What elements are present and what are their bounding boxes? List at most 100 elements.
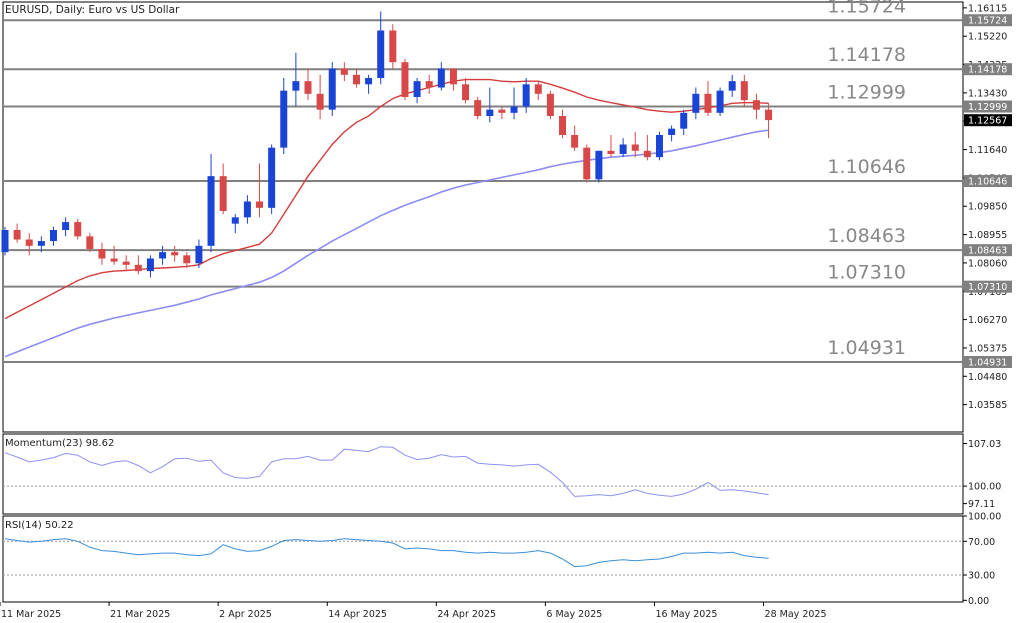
momentum-y-tick-label: 100.00: [968, 482, 1001, 493]
candle-body: [437, 68, 445, 88]
current-price-tag: [964, 114, 1012, 127]
y-tick-label: 1.15220: [968, 32, 1007, 43]
y-tick-label: 1.04480: [968, 372, 1007, 383]
candle-body: [449, 68, 457, 85]
rsi-line: [4, 538, 769, 568]
level-price-tag-label: 1.04931: [968, 357, 1007, 368]
level-label: 1.12999: [827, 82, 906, 104]
level-label: 1.07310: [827, 262, 906, 284]
candle-body: [159, 252, 167, 259]
level-label: 1.14178: [827, 44, 906, 66]
y-tick-label: 1.09850: [968, 202, 1007, 213]
candle-body: [171, 252, 179, 256]
candle-body: [619, 144, 627, 154]
candle-body: [389, 30, 397, 63]
candle-body: [413, 81, 421, 97]
y-tick-label: 1.03585: [968, 400, 1007, 411]
level-label: 1.15724: [827, 0, 906, 17]
horizontal-levels: 1.15724 1.14178 1.12999 1.10646 1.08463 1.073…: [3, 0, 963, 363]
candle-body: [716, 90, 724, 113]
candles: [1, 11, 773, 278]
candle-body: [752, 100, 760, 110]
y-tick-label: 1.05375: [968, 343, 1007, 354]
level-label: 1.08463: [827, 225, 906, 247]
candle-body: [692, 93, 700, 113]
level-price-tag-label: 1.15724: [968, 16, 1007, 27]
candle-body: [365, 77, 373, 85]
y-tick-label: 1.06270: [968, 315, 1007, 326]
level-price-tag-label: 1.08463: [968, 246, 1007, 257]
ma-short-line: [4, 78, 769, 320]
level-price-tag-label: 1.07310: [968, 282, 1007, 293]
candle-body: [462, 84, 470, 101]
y-tick-label: 1.08060: [968, 258, 1007, 269]
candle-body: [25, 239, 33, 246]
candle-body: [146, 258, 154, 272]
candle-body: [668, 128, 676, 135]
current-price-label: 1.12567: [968, 116, 1007, 127]
candle-body: [534, 84, 542, 94]
candle-body: [607, 150, 615, 154]
candle-body: [522, 84, 530, 107]
candle-body: [231, 217, 239, 224]
x-tick-label: 6 May 2025: [546, 609, 602, 620]
level-price-tag: [964, 355, 1012, 368]
candle-body: [425, 81, 433, 88]
momentum-label: Momentum(23) 98.62: [5, 438, 114, 449]
candle-body: [559, 115, 567, 135]
candle-body: [474, 100, 482, 116]
ma-long-line: [4, 129, 769, 358]
candle-body: [328, 68, 336, 110]
candle-body: [377, 30, 385, 78]
candle-body: [352, 74, 360, 85]
candle-body: [243, 201, 251, 218]
rsi-y-tick-label: 0.00: [968, 596, 989, 607]
candle-body: [256, 201, 264, 208]
candle-body: [655, 134, 663, 158]
momentum-line: [4, 446, 769, 497]
candle-body: [765, 109, 773, 121]
candle-body: [498, 109, 506, 113]
x-tick-label: 2 Apr 2025: [219, 609, 272, 620]
rsi-pane-frame: [2, 515, 964, 603]
level-price-tag: [964, 100, 1012, 113]
candle-body: [110, 258, 118, 262]
momentum-y-tick-label: 97.11: [968, 499, 995, 510]
y-tick-label: 1.16115: [968, 3, 1007, 14]
rsi-y-tick-label: 70.00: [968, 537, 995, 548]
candle-body: [195, 245, 203, 264]
candle-body: [401, 62, 409, 97]
candle-body: [571, 134, 579, 148]
candle-body: [631, 144, 639, 151]
x-tick-label: 16 May 2025: [655, 609, 717, 620]
level-label: 1.04931: [827, 337, 906, 359]
x-tick-label: 28 May 2025: [765, 609, 827, 620]
level-price-tag-label: 1.14178: [968, 65, 1007, 76]
level-price-tag-label: 1.12999: [968, 102, 1007, 113]
candle-body: [98, 248, 106, 259]
x-tick-label: 24 Apr 2025: [437, 609, 496, 620]
candle-body: [510, 106, 518, 113]
x-tick-label: 11 Mar 2025: [1, 609, 61, 620]
candle-body: [219, 176, 227, 211]
momentum-y-tick-label: 107.03: [968, 439, 1001, 450]
candle-body: [207, 176, 215, 246]
y-tick-label: 1.11640: [968, 145, 1007, 156]
symbol-label: EURUSD, Daily: Euro vs US Dollar: [5, 4, 180, 16]
candle-body: [304, 81, 312, 94]
candle-body: [728, 81, 736, 91]
candle-body: [1, 229, 9, 253]
candle-body: [49, 229, 57, 242]
level-price-tag-label: 1.10646: [968, 177, 1007, 188]
candle-body: [680, 112, 688, 129]
rsi-y-tick-label: 100.00: [968, 512, 1001, 523]
momentum-pane-frame: [2, 433, 964, 515]
candle-body: [13, 229, 21, 240]
candle-body: [268, 147, 276, 208]
candle-body: [37, 241, 45, 246]
candle-body: [292, 81, 300, 91]
candle-body: [183, 255, 191, 264]
candle-body: [486, 109, 494, 116]
candle-body: [740, 81, 748, 101]
